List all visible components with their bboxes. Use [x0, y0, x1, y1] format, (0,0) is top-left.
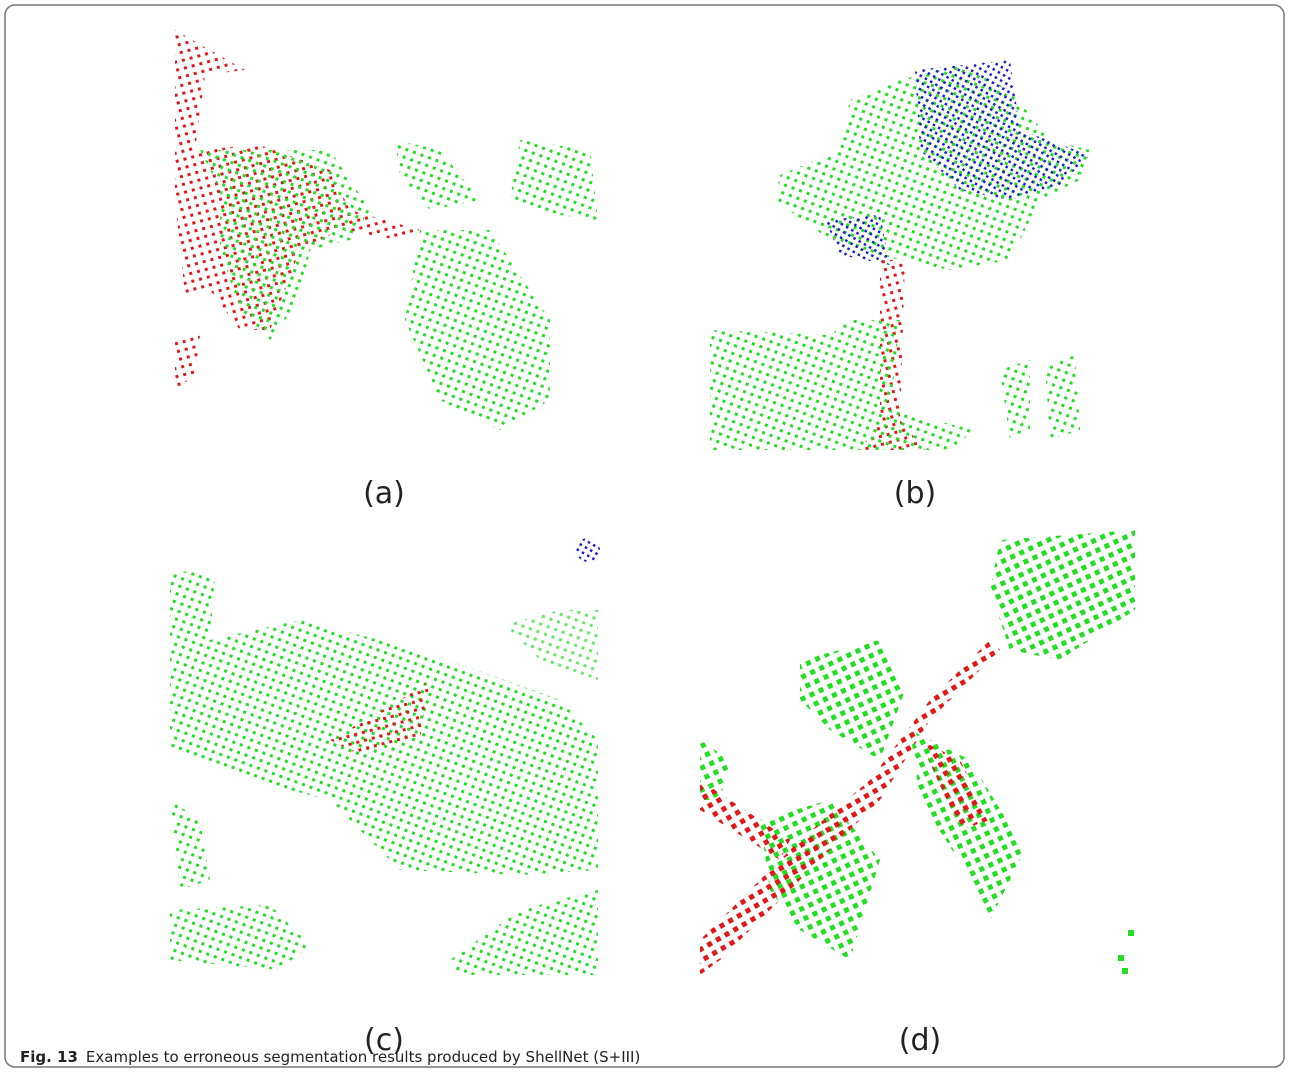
green-region — [1000, 355, 1080, 440]
green-region — [170, 800, 210, 890]
green-region — [405, 230, 550, 430]
green-region — [395, 140, 480, 210]
green-region — [170, 905, 310, 970]
panel-d — [700, 530, 1135, 975]
green-region — [200, 150, 370, 340]
red-region — [700, 780, 790, 860]
panel-label: (a) — [363, 476, 405, 511]
point — [1128, 930, 1134, 936]
panel-b — [710, 60, 1090, 450]
caption: Fig. 13 Examples to erroneous segmentatio… — [20, 1048, 640, 1066]
green-region — [510, 140, 598, 220]
red-region — [175, 335, 200, 390]
panel-label: (d) — [899, 1023, 941, 1058]
panel-label: (b) — [894, 476, 936, 511]
green-region — [505, 610, 598, 680]
frame — [4, 4, 1285, 1068]
red-region — [920, 740, 990, 830]
blue-region — [825, 215, 890, 265]
caption-text: Examples to erroneous segmentation resul… — [86, 1048, 640, 1066]
panel-a — [175, 30, 598, 430]
panel-label: (c) — [364, 1023, 404, 1058]
red-region — [700, 640, 1000, 975]
caption-number: Fig. 13 — [20, 1048, 78, 1066]
blue-region — [915, 60, 1090, 200]
panel-c — [170, 538, 600, 975]
green-region — [450, 890, 598, 975]
blue-region — [576, 538, 600, 562]
point — [1118, 955, 1124, 961]
green-region — [990, 530, 1135, 660]
green-region — [800, 640, 905, 760]
green-region — [710, 320, 975, 450]
point — [1122, 968, 1128, 974]
red-region — [330, 680, 430, 755]
